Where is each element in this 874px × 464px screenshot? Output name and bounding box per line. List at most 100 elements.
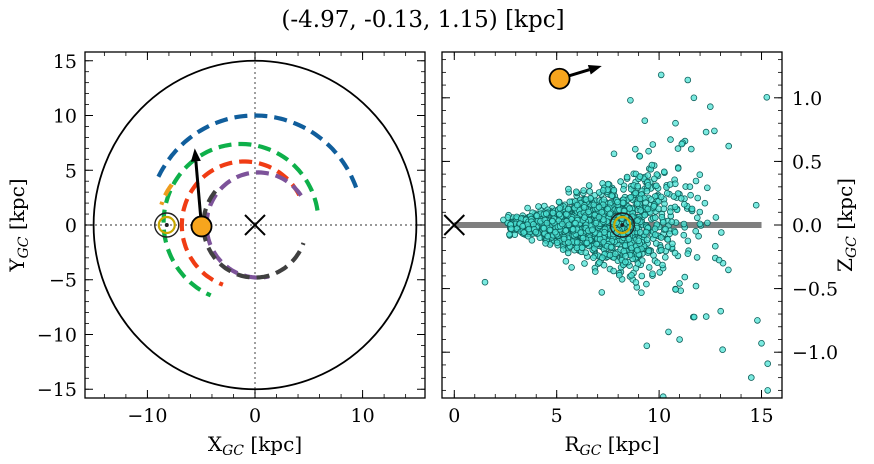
star-point xyxy=(506,231,513,238)
y-tick-label: −1.0 xyxy=(792,342,838,364)
star-point xyxy=(645,264,653,271)
star-point xyxy=(657,246,665,254)
star-point xyxy=(590,254,597,262)
star-point xyxy=(696,171,704,179)
spiral-arm-1 xyxy=(161,141,320,298)
star-point xyxy=(758,339,765,347)
star-point xyxy=(643,236,651,244)
star-point xyxy=(672,119,679,127)
star-point xyxy=(752,201,760,209)
star-point xyxy=(598,254,606,262)
star-point xyxy=(632,189,639,197)
star-point xyxy=(562,257,570,265)
star-point xyxy=(678,140,686,148)
star-point xyxy=(566,198,574,206)
star-point xyxy=(651,225,659,233)
star-point xyxy=(764,387,771,394)
star-point xyxy=(580,204,588,211)
right-panel: 0 5 10 15 −1.0 −0.5 0.0 0.5 1.0 xyxy=(441,51,838,427)
star-point xyxy=(542,210,550,218)
star-point xyxy=(631,145,639,153)
star-point xyxy=(617,178,624,185)
galactic-center-marker xyxy=(443,214,465,236)
star-point xyxy=(635,237,642,245)
star-point xyxy=(660,205,668,213)
star-point xyxy=(638,289,645,297)
star-point xyxy=(663,190,671,197)
star-point xyxy=(643,342,651,350)
star-point xyxy=(585,182,593,189)
star-point xyxy=(581,260,588,267)
star-point xyxy=(560,235,568,243)
star-point xyxy=(632,279,640,286)
left-panel: −10 0 10 −15 −10 −5 0 5 10 15 xyxy=(37,51,426,427)
star-point xyxy=(628,271,635,279)
star-point xyxy=(672,286,679,293)
spiral-arm-4 xyxy=(204,170,303,280)
star-point xyxy=(687,145,695,153)
star-point xyxy=(677,195,685,202)
star-point xyxy=(582,196,590,203)
star-point xyxy=(693,214,701,222)
star-point xyxy=(620,186,627,193)
star-point xyxy=(558,220,566,228)
star-point xyxy=(680,220,688,228)
star-point xyxy=(623,173,631,181)
star-point xyxy=(694,194,701,202)
x-tick-label: 10 xyxy=(647,405,671,427)
star-point xyxy=(660,168,668,176)
x-tick-label: −10 xyxy=(127,405,167,427)
star-point xyxy=(638,272,646,280)
star-point xyxy=(610,267,617,275)
star-point xyxy=(652,240,660,247)
star-point xyxy=(643,187,651,195)
star-point xyxy=(662,225,669,233)
star-point xyxy=(686,183,694,191)
star-point xyxy=(542,240,549,247)
object-marker xyxy=(190,215,213,238)
star-point xyxy=(696,220,704,228)
star-point xyxy=(543,219,551,227)
star-point xyxy=(583,239,591,247)
star-point xyxy=(725,142,732,150)
star-point xyxy=(692,177,700,185)
spiral-arm-0 xyxy=(154,113,359,189)
star-points xyxy=(481,71,771,398)
x-tick-label: 15 xyxy=(749,405,773,427)
star-point xyxy=(636,153,644,160)
star-point xyxy=(524,204,531,212)
star-point xyxy=(573,238,581,246)
object-marker xyxy=(548,67,571,90)
y-tick-label: −10 xyxy=(37,324,77,346)
star-point xyxy=(633,200,641,208)
star-point xyxy=(704,219,711,227)
star-point xyxy=(595,203,603,211)
star-point xyxy=(659,393,667,398)
star-point xyxy=(642,199,649,207)
star-point xyxy=(555,198,563,206)
star-point xyxy=(647,196,655,203)
star-point xyxy=(680,231,688,239)
star-point xyxy=(559,246,567,253)
star-point xyxy=(711,242,719,250)
star-point xyxy=(664,236,672,243)
star-point xyxy=(585,208,592,216)
figure-title: (-4.97, -0.13, 1.15) [kpc] xyxy=(281,7,564,33)
star-point xyxy=(634,182,642,190)
spiral-arm-3 xyxy=(159,183,174,206)
star-point xyxy=(651,231,659,239)
star-point xyxy=(703,184,711,192)
star-point xyxy=(606,251,614,259)
y-tick-label: −15 xyxy=(37,379,77,401)
star-point xyxy=(695,232,702,240)
left-ylabel: YGC [kpc] xyxy=(5,178,32,272)
star-point xyxy=(671,249,679,257)
star-point xyxy=(649,141,657,148)
sun-marker xyxy=(609,212,635,238)
star-point xyxy=(763,94,771,101)
galactic-center-marker xyxy=(244,214,266,236)
star-point xyxy=(681,273,689,281)
star-point xyxy=(598,289,606,296)
star-point xyxy=(622,258,629,266)
